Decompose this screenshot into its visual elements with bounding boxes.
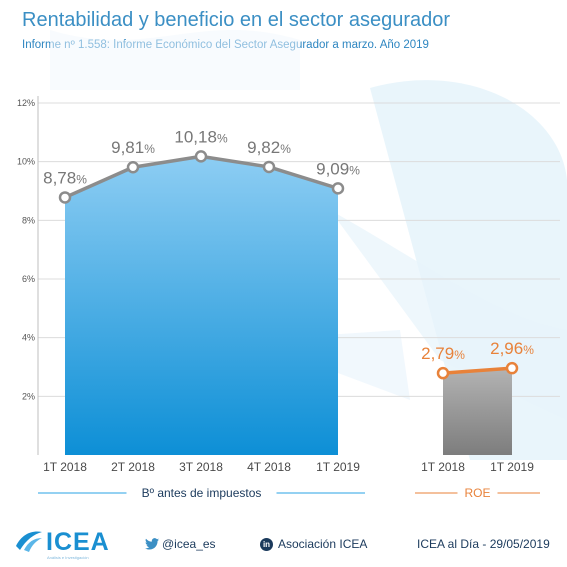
y-tick-label: 10% <box>17 157 35 167</box>
data-point <box>436 366 450 380</box>
linkedin-icon: in <box>260 537 273 551</box>
x-tick-label: 4T 2018 <box>247 460 291 474</box>
legend-bg <box>457 485 498 501</box>
y-tick-label: 4% <box>22 333 35 343</box>
series-line <box>442 366 513 375</box>
y-tick-label: 12% <box>17 98 35 108</box>
brand-tagline: Análisis e Investigación <box>47 555 89 560</box>
plot-points <box>58 150 519 380</box>
x-axis-ticks: 1T 2018 2T 2018 3T 2018 4T 2018 1T 2019 1T 20… <box>43 460 534 474</box>
data-point <box>505 361 519 375</box>
data-label: 2,96% <box>490 339 534 358</box>
data-labels: 8,78% 9,81% 10,18% 9,82% 9,09% 2,79% 2,96% <box>43 127 534 363</box>
footer-date: ICEA al Día - 29/05/2019 <box>417 537 550 551</box>
y-axis-ticks: 2% 4% 6% 8% 10% 12% <box>17 98 35 401</box>
twitter-icon <box>145 538 159 550</box>
data-point <box>331 182 345 195</box>
series-area <box>443 368 512 455</box>
icea-logo[interactable]: ICEA Análisis e Investigación <box>14 528 109 560</box>
data-label: 9,09% <box>316 159 360 178</box>
linkedin-name: Asociación ICEA <box>278 537 368 551</box>
chart: 2% 4% 6% 8% 10% 12% 8,78% 9,81% 10,18% 9,82% 9,09… <box>16 80 567 501</box>
legend-bg <box>126 485 277 501</box>
legends: Bº antes de impuestos ROE <box>38 485 540 501</box>
x-tick-label: 1T 2019 <box>490 460 534 474</box>
data-label: 9,82% <box>247 138 291 157</box>
legend-label: Bº antes de impuestos <box>142 486 262 500</box>
x-tick-label: 1T 2018 <box>43 460 87 474</box>
data-point <box>58 191 72 204</box>
data-label: 2,79% <box>421 344 465 363</box>
x-tick-label: 1T 2019 <box>316 460 360 474</box>
twitter-link[interactable]: @icea_es <box>145 537 216 551</box>
data-point <box>194 150 208 163</box>
x-tick-label: 2T 2018 <box>111 460 155 474</box>
data-point <box>126 160 140 174</box>
twitter-handle: @icea_es <box>162 537 216 551</box>
footer: ICEA Análisis e Investigación @icea_es i… <box>0 520 567 567</box>
x-tick-label: 1T 2018 <box>421 460 465 474</box>
x-tick-label: 3T 2018 <box>179 460 223 474</box>
brand-name: ICEA <box>46 528 110 556</box>
icea-logo-icon <box>16 531 42 552</box>
legend-label: ROE <box>464 486 490 500</box>
data-label: 9,81% <box>111 138 155 157</box>
y-tick-label: 8% <box>22 215 35 225</box>
series-area <box>65 156 338 456</box>
y-tick-label: 6% <box>22 274 35 284</box>
page-title: Rentabilidad y beneficio en el sector as… <box>22 9 451 31</box>
plot-areas <box>65 156 512 456</box>
y-tick-label: 2% <box>22 391 35 401</box>
data-label: 8,78% <box>43 168 87 187</box>
data-point <box>262 160 276 174</box>
data-label: 10,18% <box>174 127 228 146</box>
linkedin-link[interactable]: in Asociación ICEA <box>260 537 367 551</box>
